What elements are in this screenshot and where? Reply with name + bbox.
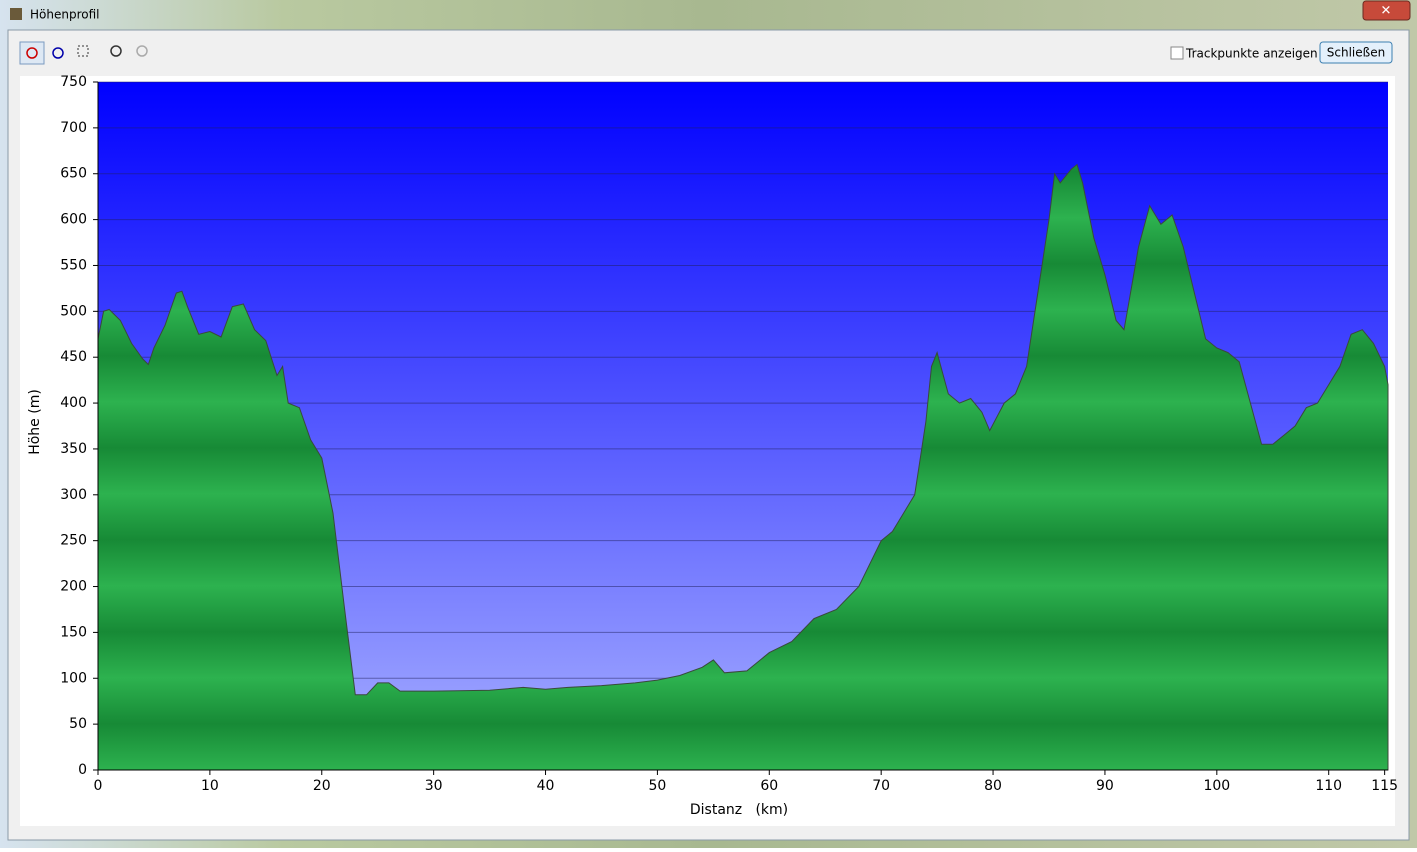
x-tick-label: 40: [537, 778, 555, 794]
y-axis-label: Höhe (m): [27, 389, 43, 455]
window-title: Höhenprofil: [30, 8, 99, 22]
checkbox[interactable]: [1170, 46, 1184, 60]
y-tick-label: 150: [60, 624, 87, 640]
tool-pan[interactable]: [52, 47, 64, 59]
tool-zoom-out[interactable]: [136, 45, 148, 57]
button-label: Schließen: [1327, 46, 1385, 60]
tool-zoom-in[interactable]: [110, 45, 122, 57]
x-tick-label: 50: [648, 778, 666, 794]
x-tick-label: 20: [313, 778, 331, 794]
x-tick-label: 100: [1203, 778, 1230, 794]
y-tick-label: 600: [60, 212, 87, 228]
x-tick-label: 80: [984, 778, 1002, 794]
y-tick-label: 450: [60, 349, 87, 365]
y-tick-label: 500: [60, 303, 87, 319]
tool-select[interactable]: [19, 41, 45, 65]
chart: 0501001502002503003504004505005506006507…: [27, 74, 1398, 818]
y-tick-label: 250: [60, 533, 87, 549]
y-tick-label: 400: [60, 395, 87, 411]
x-tick-label: 10: [201, 778, 219, 794]
close-button[interactable]: [1362, 0, 1411, 21]
y-tick-label: 300: [60, 487, 87, 503]
y-tick-label: 0: [78, 762, 87, 778]
y-tick-label: 100: [60, 670, 87, 686]
x-tick-label: 70: [872, 778, 890, 794]
x-tick-label: 115: [1371, 778, 1398, 794]
elevation-area: [97, 163, 1389, 771]
y-tick-label: 700: [60, 120, 87, 136]
y-tick-label: 650: [60, 166, 87, 182]
x-tick-label: 0: [94, 778, 103, 794]
y-tick-label: 350: [60, 441, 87, 457]
y-tick-label: 750: [60, 74, 87, 90]
close-dialog-button[interactable]: [1319, 41, 1393, 64]
tool-zoom-rect[interactable]: [77, 45, 89, 57]
checkbox-label: Trackpunkte anzeigen: [1185, 47, 1318, 61]
y-tick-label: 50: [69, 716, 87, 732]
y-tick-label: 550: [60, 257, 87, 273]
x-tick-label: 90: [1096, 778, 1114, 794]
x-tick-label: 110: [1315, 778, 1342, 794]
tool-icon: [26, 47, 38, 59]
close-icon: ✕: [1381, 4, 1392, 19]
y-tick-label: 200: [60, 579, 87, 595]
app-icon: [10, 8, 22, 20]
x-tick-label: 30: [425, 778, 443, 794]
x-axis-label: Distanz (km): [690, 802, 788, 818]
x-tick-label: 60: [760, 778, 778, 794]
